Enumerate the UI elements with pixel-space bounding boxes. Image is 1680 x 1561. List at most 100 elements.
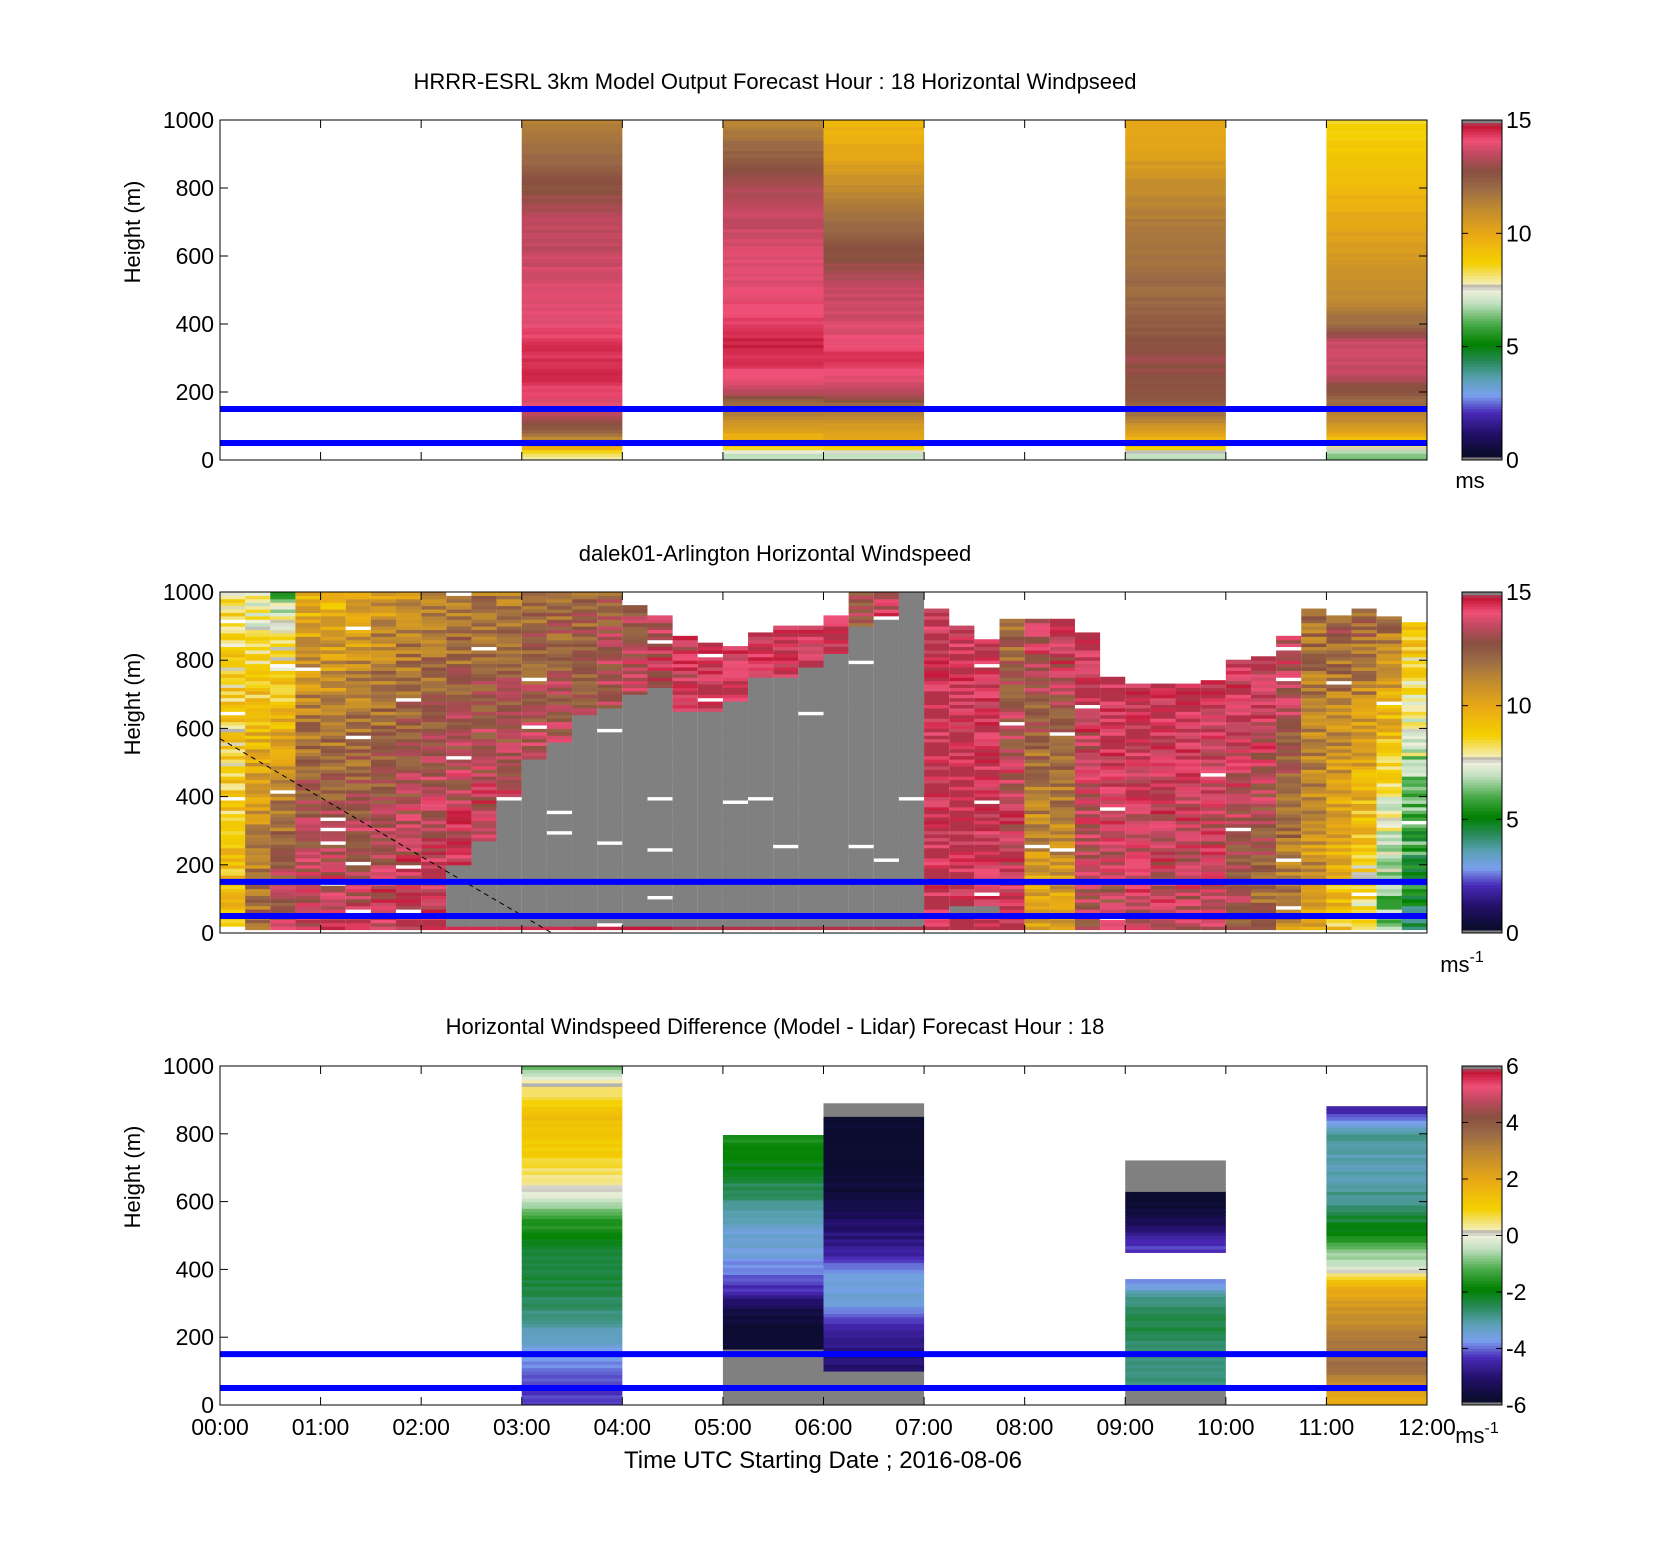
heatmap-cell — [370, 908, 397, 914]
heatmap-cell — [898, 779, 925, 784]
heatmap-cell — [320, 871, 346, 876]
heatmap-cell — [622, 908, 648, 914]
heatmap-cell — [1225, 779, 1251, 784]
heatmap-cell — [320, 826, 346, 832]
heatmap-cell — [421, 693, 447, 699]
heatmap-cell — [1049, 772, 1075, 777]
heatmap-cell — [1024, 840, 1050, 845]
heatmap-cell — [597, 741, 623, 746]
heatmap-cell — [898, 748, 925, 753]
heatmap-cell — [320, 625, 346, 631]
heatmap-cell — [446, 649, 472, 654]
heatmap-cell — [1175, 710, 1201, 716]
heatmap-cell — [345, 680, 371, 685]
heatmap-cell — [1326, 840, 1352, 845]
heatmap-cell — [521, 184, 623, 189]
heatmap-cell — [748, 871, 774, 876]
heatmap-cell — [1074, 772, 1101, 777]
heatmap-cell — [396, 908, 422, 914]
heatmap-cell — [999, 905, 1025, 910]
heatmap-cell — [697, 888, 723, 893]
heatmap-cell — [1250, 765, 1277, 770]
heatmap-cell — [295, 608, 321, 613]
heatmap-cell — [521, 309, 623, 315]
heatmap-cell — [572, 727, 598, 733]
heatmap-cell — [999, 758, 1025, 763]
heatmap-cell — [1125, 204, 1226, 209]
heatmap-cell — [396, 785, 422, 791]
heatmap-cell — [521, 435, 623, 441]
heatmap-cell — [773, 843, 799, 849]
heatmap-cell — [1200, 884, 1226, 890]
heatmap-cell — [1125, 833, 1151, 839]
heatmap-cell — [496, 874, 522, 879]
heatmap-cell — [572, 704, 598, 709]
heatmap-cell — [496, 925, 522, 931]
heatmap-cell — [1276, 768, 1302, 774]
heatmap-cell — [270, 697, 296, 702]
heatmap-cell — [521, 177, 623, 182]
heatmap-cell — [396, 686, 422, 692]
heatmap-cell — [873, 782, 899, 787]
heatmap-cell — [823, 306, 925, 311]
heatmap-cell — [245, 772, 271, 777]
heatmap-cell — [245, 884, 271, 890]
heatmap-cell — [1376, 901, 1402, 907]
heatmap-cell — [295, 908, 321, 914]
heatmap-cell — [471, 717, 497, 723]
heatmap-cell — [1125, 228, 1226, 233]
heatmap-cell — [823, 449, 925, 454]
heatmap-cell — [848, 625, 874, 631]
heatmap-cell — [446, 826, 472, 832]
heatmap-cell — [1200, 721, 1226, 726]
heatmap-cell — [798, 925, 824, 931]
heatmap-cell — [446, 922, 472, 927]
heatmap-cell — [521, 163, 623, 169]
heatmap-cell — [320, 700, 346, 706]
heatmap-cell — [924, 693, 950, 699]
heatmap-cell — [295, 676, 321, 682]
heatmap-cell — [1150, 704, 1176, 709]
heatmap-cell — [546, 850, 573, 856]
heatmap-cell — [1049, 898, 1075, 903]
heatmap-cell — [697, 765, 723, 770]
heatmap-cell — [1326, 642, 1352, 648]
heatmap-cell — [1074, 765, 1101, 770]
heatmap-cell — [999, 704, 1025, 709]
heatmap-cell — [1175, 871, 1201, 876]
heatmap-cell — [345, 693, 371, 699]
heatmap-cell — [1125, 813, 1151, 818]
heatmap-cell — [622, 796, 648, 801]
heatmap-cell — [421, 710, 447, 716]
heatmap-cell — [597, 731, 623, 736]
heatmap-cell — [572, 601, 598, 607]
heatmap-cell — [1100, 775, 1126, 781]
heatmap-cell — [773, 704, 799, 709]
heatmap-cell — [245, 925, 271, 931]
heatmap-cell — [622, 683, 648, 688]
heatmap-cell — [873, 656, 899, 661]
heatmap-cell — [1376, 854, 1402, 859]
heatmap-cell — [1125, 425, 1226, 430]
heatmap-cell — [672, 864, 698, 869]
heatmap-cell — [873, 622, 899, 627]
heatmap-cell — [546, 826, 573, 832]
heatmap-cell — [974, 796, 1000, 801]
heatmap-cell — [270, 792, 296, 798]
heatmap-cell — [823, 629, 849, 634]
heatmap-cell — [597, 785, 623, 791]
heatmap-cell — [798, 874, 824, 879]
heatmap-cell — [672, 833, 698, 839]
heatmap-cell — [823, 765, 849, 770]
heatmap-cell — [722, 371, 824, 376]
heatmap-cell — [295, 799, 321, 804]
heatmap-cell — [798, 789, 824, 794]
heatmap-cell — [1100, 714, 1126, 719]
heatmap-cell — [1125, 401, 1226, 407]
heatmap-cell — [546, 905, 573, 910]
heatmap-cell — [898, 714, 925, 719]
heatmap-cell — [295, 823, 321, 828]
heatmap-cell — [898, 731, 925, 736]
heatmap-cell — [396, 768, 422, 774]
heatmap-cell — [924, 908, 950, 914]
